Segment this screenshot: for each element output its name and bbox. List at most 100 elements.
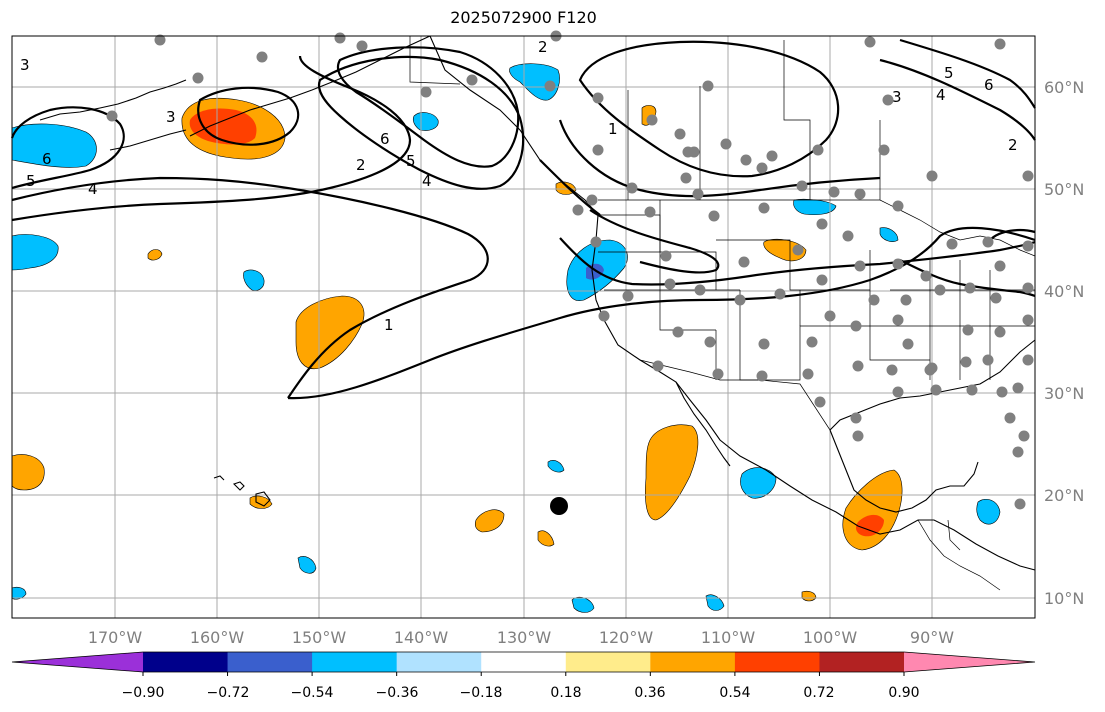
station-dot xyxy=(854,260,866,272)
colorbar-tick-label: −0.90 xyxy=(122,685,165,701)
lon-label: 90°W xyxy=(910,628,954,647)
station-dot xyxy=(792,244,804,256)
station-dot xyxy=(930,384,942,396)
lon-label: 110°W xyxy=(701,628,756,647)
station-dot xyxy=(982,236,994,248)
station-dot xyxy=(868,294,880,306)
colorbar-tick-label: −0.54 xyxy=(291,685,334,701)
station-dot xyxy=(960,356,972,368)
station-dot xyxy=(994,326,1006,338)
station-dot xyxy=(256,51,268,63)
colorbar-tick-label: 0.90 xyxy=(888,685,919,701)
colorbar-tick-label: 0.18 xyxy=(550,685,581,701)
fill-region-alaska-red xyxy=(189,108,257,145)
station-dot xyxy=(926,362,938,374)
station-dot xyxy=(758,338,770,350)
station-dot xyxy=(926,170,938,182)
station-dot xyxy=(854,188,866,200)
colorbar-tick-label: −0.18 xyxy=(460,685,503,701)
station-dot xyxy=(420,86,432,98)
lat-label: 60°N xyxy=(1044,78,1084,97)
station-dot xyxy=(334,32,346,44)
station-dot xyxy=(644,206,656,218)
colorbar-segment xyxy=(396,652,482,672)
colorbar xyxy=(11,651,1036,676)
station-dot xyxy=(1012,446,1024,458)
colorbar-segment xyxy=(819,652,905,672)
contour-label: 6 xyxy=(984,76,994,94)
station-dot xyxy=(882,94,894,106)
contour-label: 2 xyxy=(356,156,366,174)
station-dot xyxy=(622,290,634,302)
station-dot xyxy=(598,310,610,322)
station-dot xyxy=(1022,314,1034,326)
station-dot xyxy=(734,294,746,306)
map-frame xyxy=(11,35,1036,619)
station-dot xyxy=(1018,430,1030,442)
station-dot xyxy=(994,38,1006,50)
station-dot xyxy=(946,238,958,250)
contour-label: 3 xyxy=(20,56,30,74)
station-dot xyxy=(842,230,854,242)
station-dot xyxy=(886,364,898,376)
station-dot xyxy=(1022,170,1034,182)
lon-label: 120°W xyxy=(599,628,654,647)
contour-label: 3 xyxy=(892,88,902,106)
colorbar-tick-label: 0.54 xyxy=(719,685,750,701)
contour-label-group: 3 3 4 5 6 6 5 4 2 1 1 6 5 4 3 2 2 xyxy=(20,38,1018,334)
lat-label: 20°N xyxy=(1044,486,1084,505)
station-dot xyxy=(1022,282,1034,294)
lon-label: 170°W xyxy=(88,628,143,647)
station-dot xyxy=(626,182,638,194)
station-dot xyxy=(154,34,166,46)
station-dot xyxy=(758,202,770,214)
station-dot xyxy=(850,320,862,332)
lon-label: 150°W xyxy=(292,628,347,647)
colorbar-segment xyxy=(481,652,567,672)
station-dot xyxy=(774,288,786,300)
contour-label: 2 xyxy=(1008,136,1018,154)
contour-label: 6 xyxy=(42,150,52,168)
station-dot xyxy=(812,144,824,156)
station-dot xyxy=(688,146,700,158)
station-dot xyxy=(1004,412,1016,424)
fill-regions xyxy=(11,63,1001,613)
station-dot xyxy=(106,110,118,122)
contour-label: 4 xyxy=(936,86,946,104)
station-dot xyxy=(1022,240,1034,252)
station-dot xyxy=(900,294,912,306)
colorbar-segment xyxy=(734,652,820,672)
station-dots xyxy=(106,30,1034,510)
station-dot xyxy=(544,80,556,92)
station-dot xyxy=(756,162,768,174)
station-dot xyxy=(720,138,732,150)
station-dot xyxy=(672,326,684,338)
contour-label: 6 xyxy=(380,130,390,148)
station-dot xyxy=(1012,382,1024,394)
station-dot xyxy=(816,218,828,230)
colorbar-tick-label: 0.72 xyxy=(803,685,834,701)
colorbar-tick-label: 0.36 xyxy=(634,685,665,701)
lon-label: 100°W xyxy=(803,628,858,647)
station-dot xyxy=(572,204,584,216)
station-dot xyxy=(740,154,752,166)
station-dot xyxy=(796,180,808,192)
contour-label: 5 xyxy=(406,152,416,170)
station-dot xyxy=(712,368,724,380)
station-dot xyxy=(766,150,778,162)
colorbar-segment xyxy=(227,652,313,672)
station-dot xyxy=(652,360,664,372)
station-dot xyxy=(920,270,932,282)
lat-label: 40°N xyxy=(1044,282,1084,301)
station-dot xyxy=(892,258,904,270)
colorbar-segment xyxy=(565,652,651,672)
colorbar-tick-label: −0.72 xyxy=(207,685,250,701)
station-dot xyxy=(816,274,828,286)
station-dot xyxy=(996,386,1008,398)
station-dot xyxy=(646,114,658,126)
station-dot xyxy=(806,336,818,348)
station-dot xyxy=(680,172,692,184)
station-dot xyxy=(592,144,604,156)
station-dot xyxy=(192,72,204,84)
station-dot xyxy=(982,354,994,366)
